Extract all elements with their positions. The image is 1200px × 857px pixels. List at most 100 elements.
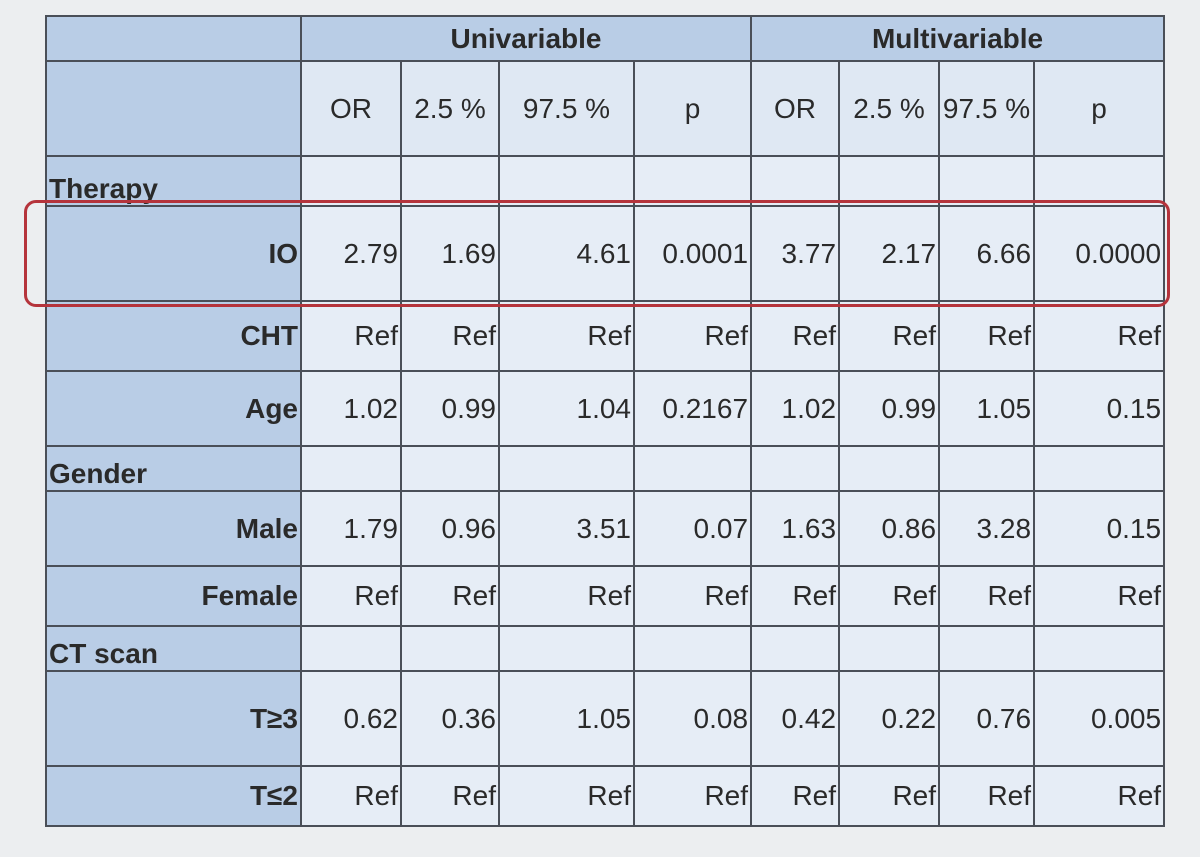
empty-cell: [632, 625, 753, 672]
value-cell: 0.76: [938, 670, 1036, 767]
value-cell: 1.04: [498, 370, 635, 447]
table-row: Gender: [45, 445, 1166, 492]
empty-cell: [750, 155, 841, 207]
value-cell: 0.15: [1033, 370, 1166, 447]
empty-cell: [838, 625, 941, 672]
table-row: CHT Ref Ref Ref Ref Ref Ref Ref Ref: [45, 300, 1166, 372]
empty-cell: [1033, 155, 1166, 207]
value-cell: 0.08: [632, 670, 753, 767]
row-label: Gender: [45, 445, 302, 492]
value-cell: 0.22: [838, 670, 941, 767]
value-cell: Ref: [1033, 565, 1166, 627]
empty-cell: [938, 155, 1036, 207]
value-cell: Ref: [632, 765, 753, 827]
empty-cell: [938, 625, 1036, 672]
row-label: CT scan: [45, 625, 302, 672]
empty-cell: [400, 625, 500, 672]
column-header: 2.5 %: [838, 60, 941, 157]
table-row: CT scan: [45, 625, 1166, 672]
value-cell: 1.05: [498, 670, 635, 767]
row-label: T≤2: [45, 765, 302, 827]
column-header: p: [1033, 60, 1166, 157]
value-cell: Ref: [300, 765, 402, 827]
empty-cell: [750, 445, 841, 492]
corner-cell: [45, 60, 302, 157]
column-header: p: [632, 60, 753, 157]
value-cell: 0.36: [400, 670, 500, 767]
value-cell: 0.62: [300, 670, 402, 767]
value-cell: 3.77: [750, 205, 841, 302]
empty-cell: [838, 445, 941, 492]
empty-cell: [938, 445, 1036, 492]
table-row: Therapy: [45, 155, 1166, 207]
value-cell: Ref: [300, 565, 402, 627]
value-cell: Ref: [498, 565, 635, 627]
column-header: 97.5 %: [938, 60, 1036, 157]
value-cell: Ref: [400, 300, 500, 372]
value-cell: 0.99: [400, 370, 500, 447]
value-cell: Ref: [750, 300, 841, 372]
table-wrap: Univariable Multivariable OR 2.5 % 97.5 % p OR…: [45, 15, 1166, 827]
value-cell: Ref: [498, 765, 635, 827]
value-cell: 0.86: [838, 490, 941, 567]
empty-cell: [300, 445, 402, 492]
value-cell: 4.61: [498, 205, 635, 302]
value-cell: 3.51: [498, 490, 635, 567]
empty-cell: [632, 155, 753, 207]
value-cell: Ref: [838, 300, 941, 372]
empty-cell: [838, 155, 941, 207]
column-header: OR: [750, 60, 841, 157]
table-row: OR 2.5 % 97.5 % p OR 2.5 % 97.5 % p: [45, 60, 1166, 157]
value-cell: Ref: [498, 300, 635, 372]
value-cell: 2.79: [300, 205, 402, 302]
value-cell: Ref: [400, 765, 500, 827]
empty-cell: [632, 445, 753, 492]
value-cell: 3.28: [938, 490, 1036, 567]
table-row: T≥3 0.62 0.36 1.05 0.08 0.42 0.22 0.76 0.005: [45, 670, 1166, 767]
column-header: OR: [300, 60, 402, 157]
results-table: Univariable Multivariable OR 2.5 % 97.5 % p OR…: [45, 15, 1166, 827]
empty-cell: [750, 625, 841, 672]
value-cell: Ref: [938, 565, 1036, 627]
value-cell: 0.99: [838, 370, 941, 447]
value-cell: Ref: [838, 565, 941, 627]
value-cell: 1.02: [750, 370, 841, 447]
value-cell: 1.05: [938, 370, 1036, 447]
column-header: 97.5 %: [498, 60, 635, 157]
value-cell: 0.42: [750, 670, 841, 767]
value-cell: Ref: [1033, 300, 1166, 372]
empty-cell: [498, 625, 635, 672]
value-cell: 6.66: [938, 205, 1036, 302]
value-cell: Ref: [300, 300, 402, 372]
row-label: Therapy: [45, 155, 302, 207]
empty-cell: [498, 445, 635, 492]
corner-cell: [45, 15, 302, 62]
row-label: IO: [45, 205, 302, 302]
value-cell: Ref: [632, 300, 753, 372]
value-cell: 1.69: [400, 205, 500, 302]
empty-cell: [300, 625, 402, 672]
empty-cell: [400, 155, 500, 207]
empty-cell: [498, 155, 635, 207]
table-row: Univariable Multivariable: [45, 15, 1166, 62]
value-cell: Ref: [938, 300, 1036, 372]
table-row: Age 1.02 0.99 1.04 0.2167 1.02 0.99 1.05 0.15: [45, 370, 1166, 447]
empty-cell: [1033, 625, 1166, 672]
value-cell: Ref: [1033, 765, 1166, 827]
column-header: 2.5 %: [400, 60, 500, 157]
value-cell: 0.0001: [632, 205, 753, 302]
row-label: Female: [45, 565, 302, 627]
table-row: T≤2 Ref Ref Ref Ref Ref Ref Ref Ref: [45, 765, 1166, 827]
value-cell: Ref: [938, 765, 1036, 827]
value-cell: 0.2167: [632, 370, 753, 447]
empty-cell: [300, 155, 402, 207]
table-row: IO 2.79 1.69 4.61 0.0001 3.77 2.17 6.66 0.0000: [45, 205, 1166, 302]
value-cell: 0.96: [400, 490, 500, 567]
row-label: Male: [45, 490, 302, 567]
table-row: Female Ref Ref Ref Ref Ref Ref Ref Ref: [45, 565, 1166, 627]
row-label: Age: [45, 370, 302, 447]
value-cell: Ref: [400, 565, 500, 627]
value-cell: 2.17: [838, 205, 941, 302]
value-cell: 0.005: [1033, 670, 1166, 767]
